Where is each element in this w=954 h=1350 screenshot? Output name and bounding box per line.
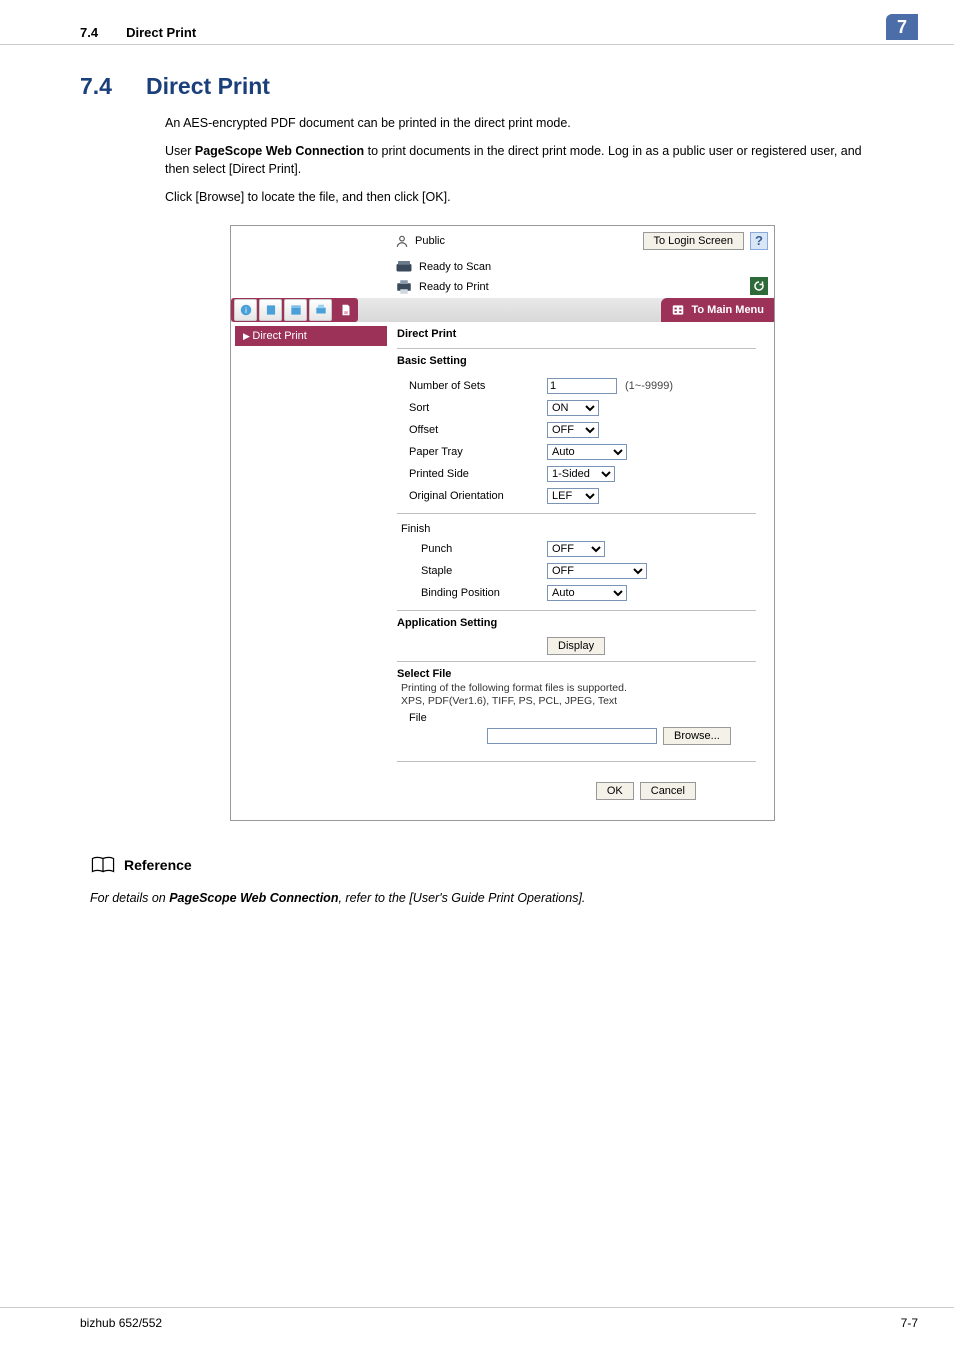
tab-box[interactable]	[284, 299, 307, 321]
heading-number: 7.4	[80, 73, 112, 100]
refresh-button[interactable]	[750, 277, 768, 295]
heading-title: Direct Print	[146, 73, 270, 100]
user-label: Public	[415, 235, 445, 247]
select-file-note-2: XPS, PDF(Ver1.6), TIFF, PS, PCL, JPEG, T…	[397, 695, 756, 709]
side-label: Printed Side	[397, 468, 547, 480]
finish-label: Finish	[397, 523, 547, 535]
bind-select[interactable]: Auto	[547, 585, 627, 601]
file-label: File	[397, 712, 547, 724]
display-button[interactable]: Display	[547, 637, 605, 655]
to-main-menu-button[interactable]: To Main Menu	[661, 298, 774, 322]
orient-select[interactable]: LEF	[547, 488, 599, 504]
intro-para-2: User PageScope Web Connection to print d…	[0, 140, 954, 180]
tray-label: Paper Tray	[397, 446, 547, 458]
staple-label: Staple	[397, 565, 547, 577]
to-login-button[interactable]: To Login Screen	[643, 232, 745, 250]
offset-label: Offset	[397, 424, 547, 436]
file-path-input[interactable]	[487, 728, 657, 744]
reference-icon	[90, 855, 116, 875]
section-number-top: 7.4	[80, 25, 98, 40]
bind-label: Binding Position	[397, 587, 547, 599]
status-scan-text: Ready to Scan	[419, 261, 491, 273]
intro-para-2b: PageScope Web Connection	[195, 144, 364, 158]
cancel-button[interactable]: Cancel	[640, 782, 696, 800]
browse-button[interactable]: Browse...	[663, 727, 731, 745]
staple-select[interactable]: OFF	[547, 563, 647, 579]
scanner-icon	[395, 259, 413, 275]
reference-body-a: For details on	[90, 891, 169, 905]
tab-print[interactable]	[309, 299, 332, 321]
help-button[interactable]: ?	[750, 232, 768, 250]
app-setting-heading: Application Setting	[397, 617, 756, 629]
offset-select[interactable]: OFF	[547, 422, 599, 438]
punch-label: Punch	[397, 543, 547, 555]
basic-setting-heading: Basic Setting	[397, 355, 756, 367]
numsets-range: (1~-9999)	[625, 380, 673, 392]
select-file-note-1: Printing of the following format files i…	[397, 682, 756, 696]
tab-job[interactable]	[259, 299, 282, 321]
punch-select[interactable]: OFF	[547, 541, 605, 557]
webconnection-window: Public To Login Screen ? Ready to Scan R…	[230, 225, 775, 821]
sort-label: Sort	[397, 402, 547, 414]
reference-title: Reference	[124, 857, 192, 873]
reference-body-b: PageScope Web Connection	[169, 891, 338, 905]
tab-direct-print[interactable]	[334, 299, 357, 321]
reference-body-c: , refer to the [User's Guide Print Opera…	[338, 891, 585, 905]
to-main-menu-label: To Main Menu	[691, 304, 764, 316]
intro-para-3: Click [Browse] to locate the file, and t…	[0, 186, 954, 208]
section-title-top: Direct Print	[126, 25, 196, 40]
sidebar-item-direct-print[interactable]: Direct Print	[235, 326, 387, 346]
refresh-icon	[753, 280, 765, 292]
panel-title: Direct Print	[397, 328, 756, 340]
numsets-label: Number of Sets	[397, 380, 547, 392]
status-print-text: Ready to Print	[419, 281, 489, 293]
chapter-badge: 7	[886, 14, 918, 40]
sort-select[interactable]: ON	[547, 400, 599, 416]
intro-para-2a: User	[165, 144, 195, 158]
user-icon	[395, 234, 409, 248]
intro-para-1: An AES-encrypted PDF document can be pri…	[0, 112, 954, 134]
tab-info[interactable]: i	[234, 299, 257, 321]
orient-label: Original Orientation	[397, 490, 547, 502]
reference-body: For details on PageScope Web Connection,…	[0, 891, 954, 905]
tray-select[interactable]: Auto	[547, 444, 627, 460]
select-file-heading: Select File	[397, 668, 756, 680]
footer-product: bizhub 652/552	[80, 1316, 162, 1330]
ok-button[interactable]: OK	[596, 782, 634, 800]
numsets-input[interactable]	[547, 378, 617, 394]
footer-page-no: 7-7	[901, 1316, 918, 1330]
main-menu-icon	[671, 303, 685, 317]
svg-text:i: i	[245, 305, 247, 314]
mode-tabs: i	[231, 298, 358, 322]
printer-icon	[395, 279, 413, 295]
side-select[interactable]: 1-Sided	[547, 466, 615, 482]
